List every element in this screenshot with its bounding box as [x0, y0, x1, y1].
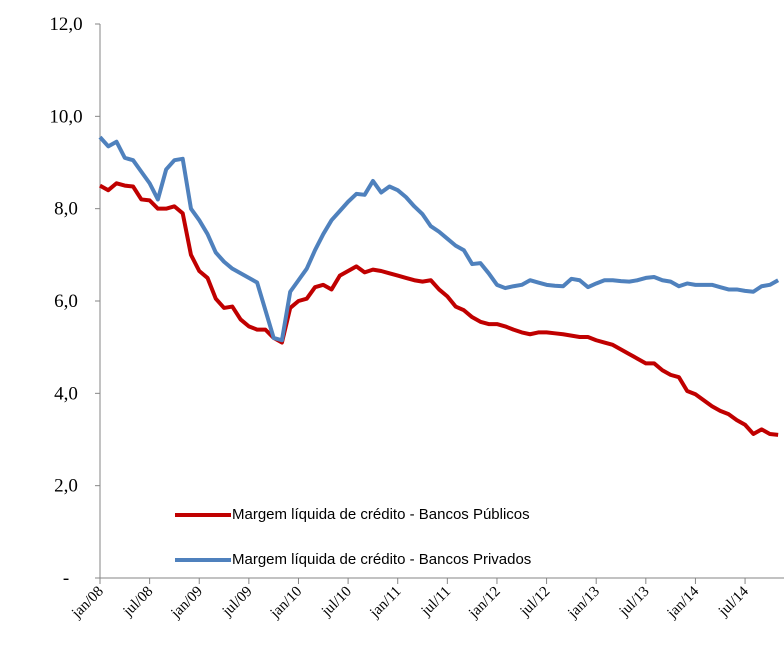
x-tick-label: jul/11 [418, 584, 454, 620]
x-tick-label: jan/08 [68, 584, 107, 623]
series-line [99, 181, 779, 437]
x-tick-label: jul/10 [318, 584, 355, 621]
y-tick-label: - [63, 568, 69, 589]
y-tick-label: 2,0 [54, 476, 78, 497]
x-tick-label: jul/12 [517, 584, 554, 621]
x-tick-label: jul/09 [219, 584, 256, 621]
x-tick-label: jan/13 [564, 584, 603, 623]
x-tick-label: jan/14 [664, 583, 703, 622]
y-tick-label: 8,0 [54, 199, 78, 220]
x-tick-label: jan/10 [267, 584, 306, 623]
y-tick-label: 10,0 [49, 106, 82, 127]
x-tick-label: jan/12 [465, 584, 504, 623]
x-tick-label: jul/08 [120, 584, 157, 621]
x-tick-label: jan/09 [168, 584, 207, 623]
y-tick-label: 12,0 [49, 14, 82, 35]
legend-label: Margem líquida de crédito - Bancos Públi… [232, 506, 530, 523]
x-tick-label: jul/14 [715, 583, 752, 620]
series-line [98, 135, 780, 343]
x-tick-label: jul/13 [616, 584, 653, 621]
x-tick-label: jan/11 [366, 584, 404, 622]
legend-label: Margem líquida de crédito - Bancos Priva… [232, 551, 531, 568]
y-tick-label: 6,0 [54, 291, 78, 312]
y-tick-label: 4,0 [54, 383, 78, 404]
